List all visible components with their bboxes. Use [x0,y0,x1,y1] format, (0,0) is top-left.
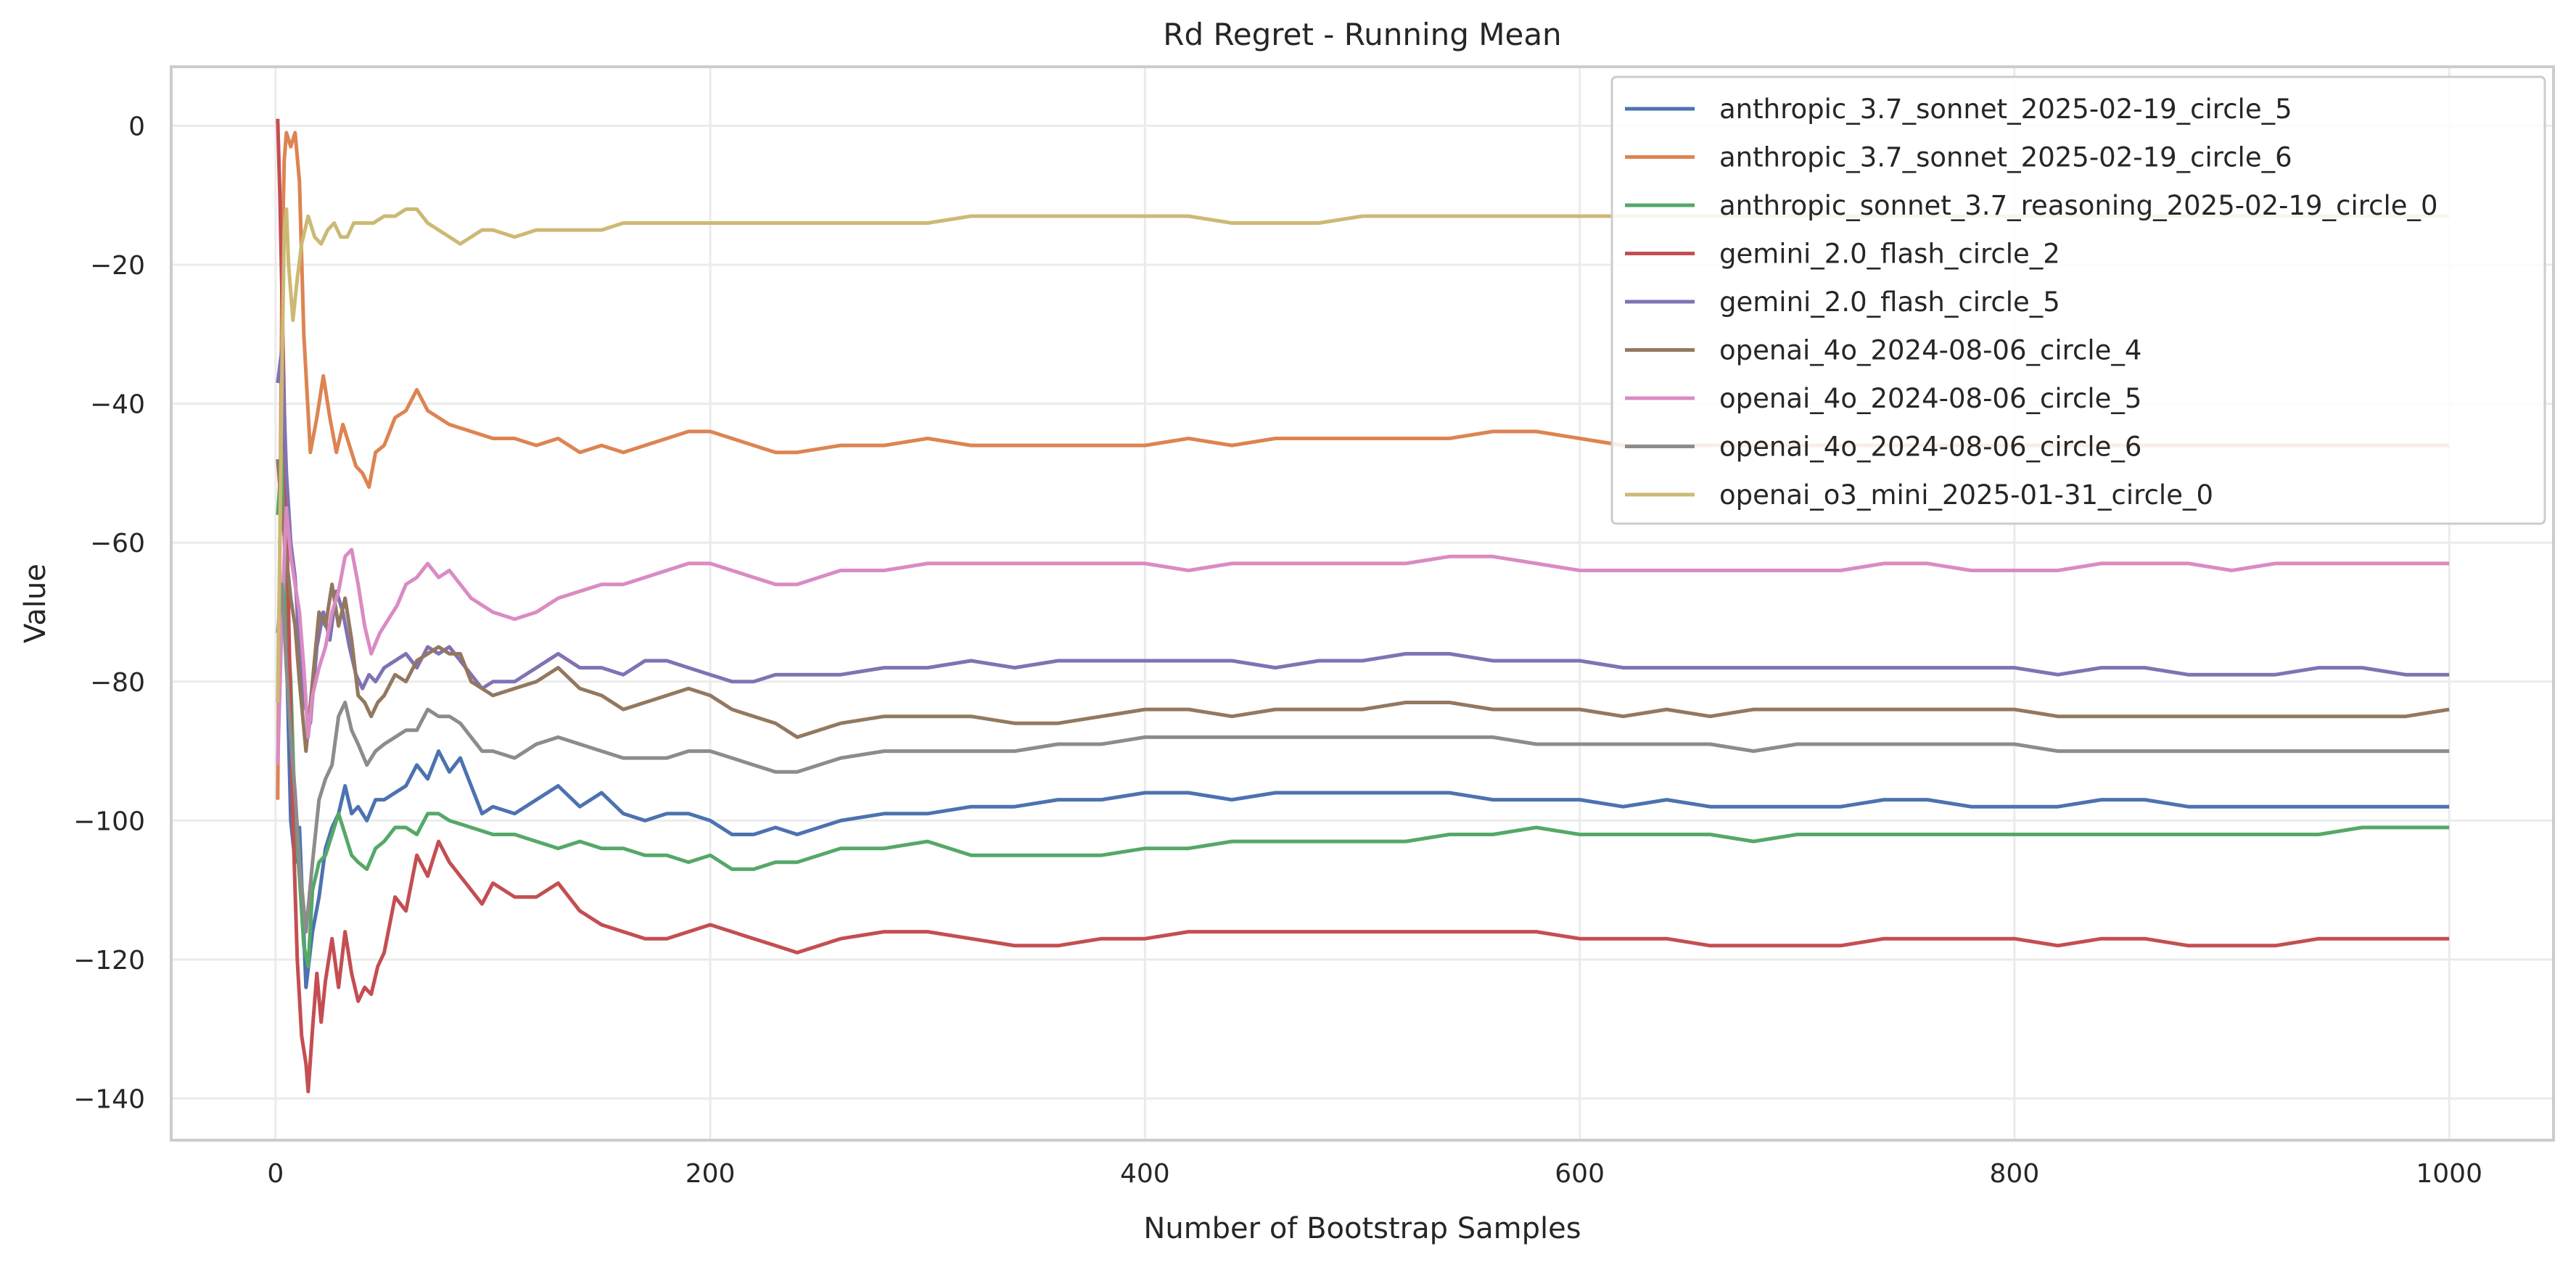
y-tick-label: −40 [90,390,145,420]
y-tick-label: 0 [128,112,145,141]
y-tick-label: −120 [73,946,145,976]
x-tick-label: 200 [686,1159,736,1189]
x-tick-label: 800 [1990,1159,2040,1189]
series-line [276,582,2450,934]
legend-label: anthropic_sonnet_3.7_reasoning_2025-02-1… [1719,190,2438,221]
chart-title: Rd Regret - Running Mean [1163,17,1561,52]
series-line [276,367,2450,989]
legend-entries: anthropic_3.7_sonnet_2025-02-19_circle_5… [1625,94,2438,511]
y-axis-label: Value [19,564,52,643]
legend: anthropic_3.7_sonnet_2025-02-19_circle_5… [1610,75,2546,525]
y-tick-label: −100 [73,807,145,836]
y-tick-label: −140 [73,1085,145,1115]
series-line [276,346,2450,725]
series-line [276,506,2450,765]
y-tick-label: −60 [90,529,145,558]
legend-label: openai_o3_mini_2025-01-31_circle_0 [1719,479,2213,511]
series-line [276,118,2450,1094]
legend-label: gemini_2.0_flash_circle_2 [1719,239,2060,270]
legend-label: gemini_2.0_flash_circle_5 [1719,286,2060,318]
x-tick-label: 1000 [2416,1159,2482,1189]
series-lines [276,118,2450,1094]
x-tick-label: 600 [1555,1159,1605,1189]
legend-label: openai_4o_2024-08-06_circle_6 [1719,432,2141,463]
legend-box [1610,75,2546,525]
y-tick-label: −20 [90,251,145,281]
legend-label: openai_4o_2024-08-06_circle_4 [1719,335,2141,366]
legend-label: anthropic_3.7_sonnet_2025-02-19_circle_6 [1719,142,2292,173]
legend-label: openai_4o_2024-08-06_circle_5 [1719,383,2141,414]
x-axis-label: Number of Bootstrap Samples [1143,1212,1581,1245]
x-tick-label: 0 [267,1159,284,1189]
x-tick-label: 400 [1120,1159,1170,1189]
legend-label: anthropic_3.7_sonnet_2025-02-19_circle_5 [1719,94,2292,125]
y-tick-label: −80 [90,668,145,698]
series-line [276,459,2450,754]
plot-frame [170,65,2555,1142]
axis-ticks: 0 200 400 600 800 1000 0 −20 −40 −60 −80 −100 −120 −1… [73,112,2482,1189]
series-line [276,450,2450,968]
